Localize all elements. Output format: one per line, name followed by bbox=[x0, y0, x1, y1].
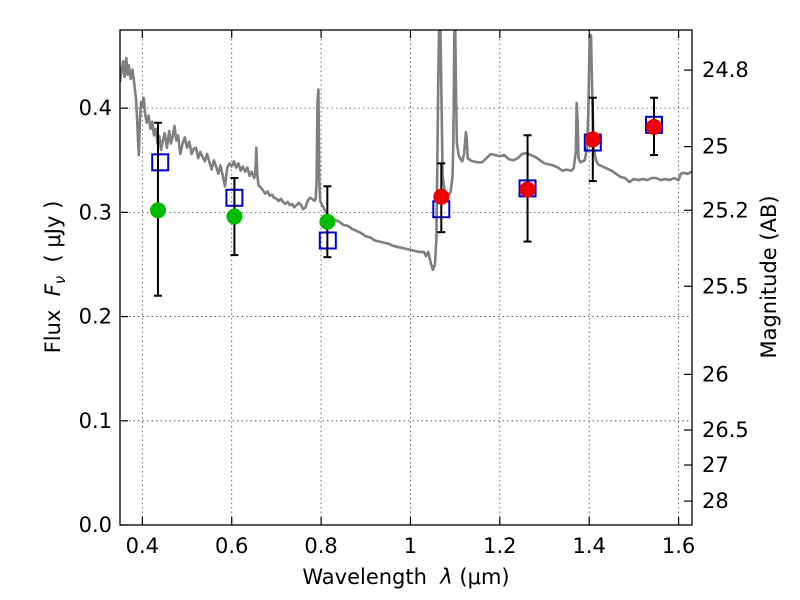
x-axis-label-suffix: (μm) bbox=[453, 565, 510, 589]
y2-axis-label: Magnitude (AB) bbox=[757, 195, 781, 358]
x-tick-label: 1.2 bbox=[483, 534, 516, 558]
observed-optical-point bbox=[149, 202, 166, 219]
x-tick-label: 0.8 bbox=[304, 534, 337, 558]
observed-ir-point bbox=[584, 131, 601, 148]
y-tick-label: 0.0 bbox=[79, 513, 112, 537]
model-point-square bbox=[151, 153, 170, 172]
mag-tick-label: 26 bbox=[702, 362, 729, 386]
y-tick-label: 0.1 bbox=[79, 409, 112, 433]
axis-ticks: 0.4 0.6 0.8 1 1.2 1.4 1.6 0.0 0.1 0.2 0.3 0.4 24.8 25… bbox=[79, 30, 749, 558]
clipped-plot-layer bbox=[120, 30, 692, 297]
x-tick-label: 1.4 bbox=[573, 534, 606, 558]
x-tick-label: 0.4 bbox=[126, 534, 159, 558]
observed-optical-point bbox=[319, 213, 336, 230]
mag-tick-label: 25.5 bbox=[702, 274, 749, 298]
y-tick-label: 0.4 bbox=[79, 96, 112, 120]
y-tick-label: 0.2 bbox=[79, 305, 112, 329]
y-axis-label-prefix: Flux bbox=[41, 296, 65, 353]
observed-ir-point bbox=[433, 188, 450, 205]
observed-ir-point bbox=[519, 181, 536, 198]
y-axis-label-symbol: F bbox=[41, 283, 65, 296]
x-tick-label: 1.6 bbox=[662, 534, 695, 558]
mag-tick-label: 27 bbox=[702, 453, 729, 477]
plot-frame bbox=[119, 29, 693, 526]
x-axis-label-symbol: λ bbox=[439, 565, 452, 589]
observed-ir-point bbox=[646, 118, 663, 135]
mag-tick-label: 24.8 bbox=[702, 58, 749, 82]
mag-tick-label: 25.2 bbox=[702, 198, 749, 222]
mag-tick-label: 25 bbox=[702, 135, 729, 159]
y-axis-label-suffix: ( μJy ) bbox=[41, 201, 65, 276]
y-axis-label: Flux Fν ( μJy ) bbox=[41, 201, 69, 354]
mag-tick-label: 28 bbox=[702, 489, 729, 513]
plot-area bbox=[120, 30, 692, 297]
y-tick-label: 0.3 bbox=[79, 200, 112, 224]
y-axis-label-subscript: ν bbox=[51, 276, 69, 284]
mag-tick-label: 26.5 bbox=[702, 418, 749, 442]
x-axis-label-prefix: Wavelength bbox=[302, 565, 440, 589]
x-tick-label: 0.6 bbox=[215, 534, 248, 558]
x-tick-label: 1 bbox=[404, 534, 417, 558]
observed-optical-point bbox=[226, 208, 243, 225]
x-axis-label: Wavelength λ (μm) bbox=[302, 565, 509, 589]
